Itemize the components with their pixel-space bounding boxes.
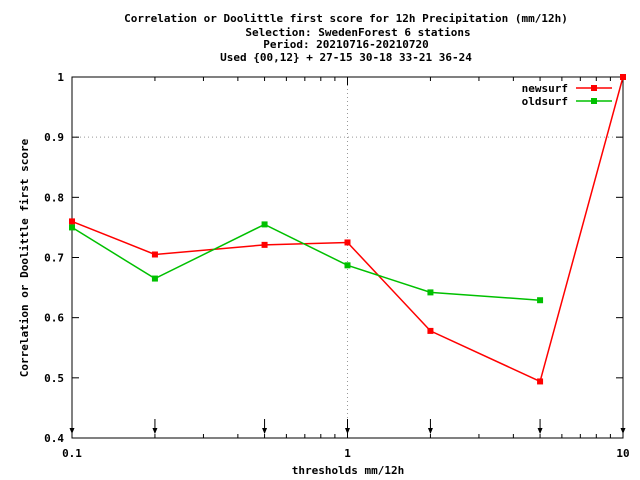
threshold-marker-arrow — [620, 428, 626, 434]
series-group — [69, 74, 626, 385]
y-tick-label: 0.7 — [44, 252, 64, 265]
newsurf-point — [261, 241, 268, 248]
grid — [72, 77, 623, 438]
threshold-marker-arrow — [345, 428, 350, 434]
threshold-marker-arrow — [69, 428, 75, 434]
threshold-marker-arrow — [537, 428, 543, 434]
x-axis-ticks: 0.1 1 10 — [62, 77, 630, 460]
threshold-marker-arrow — [262, 428, 268, 434]
chart-title-line-2: Selection: SwedenForest 6 stations — [245, 26, 470, 39]
threshold-markers — [69, 419, 626, 434]
y-tick-label: 0.9 — [44, 131, 64, 144]
oldsurf-point — [261, 221, 268, 228]
oldsurf-point — [427, 289, 434, 296]
y-tick-label: 0.6 — [44, 312, 64, 325]
x-axis-label: thresholds mm/12h — [292, 464, 405, 477]
y-tick-label: 0.4 — [44, 432, 64, 445]
oldsurf-point — [69, 224, 75, 231]
newsurf-point — [537, 378, 544, 385]
oldsurf-point — [344, 262, 351, 269]
newsurf-point — [69, 218, 75, 225]
legend-label-newsurf: newsurf — [522, 82, 568, 95]
newsurf-point — [427, 327, 434, 334]
threshold-marker-arrow — [152, 428, 158, 434]
x-tick-label: 0.1 — [62, 447, 82, 460]
newsurf-point — [620, 74, 626, 80]
newsurf-point — [151, 251, 158, 258]
y-axis-label: Correlation or Doolittle first score — [18, 138, 31, 377]
y-tick-label: 0.5 — [44, 372, 64, 385]
oldsurf-point — [151, 275, 158, 282]
oldsurf-point — [537, 297, 544, 304]
chart-title-line-3: Period: 20210716-20210720 — [263, 38, 429, 51]
legend-marker-newsurf — [591, 85, 597, 91]
newsurf-point — [344, 239, 351, 246]
x-tick-label: 10 — [616, 447, 629, 460]
chart-title-line-1: Correlation or Doolittle first score for… — [124, 12, 568, 25]
legend-marker-oldsurf — [591, 98, 597, 104]
oldsurf-line — [71, 223, 541, 301]
legend-label-oldsurf: oldsurf — [522, 95, 568, 108]
y-tick-label: 1 — [57, 71, 64, 84]
threshold-marker-arrow — [427, 428, 433, 434]
x-tick-label: 1 — [344, 447, 351, 460]
y-axis-ticks: 0.4 0.5 0.6 0.7 0.8 0.9 1 — [44, 71, 623, 445]
chart-title-line-4: Used {00,12} + 27-15 30-18 33-21 36-24 — [220, 51, 472, 64]
y-tick-label: 0.8 — [44, 191, 64, 204]
x-minor-ticks — [154, 77, 611, 438]
